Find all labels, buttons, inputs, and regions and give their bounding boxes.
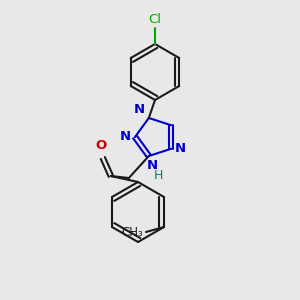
Text: N: N (134, 103, 145, 116)
Text: N: N (175, 142, 186, 155)
Text: Cl: Cl (148, 13, 161, 26)
Text: O: O (95, 139, 106, 152)
Text: CH₃: CH₃ (121, 226, 143, 238)
Text: N: N (147, 158, 158, 172)
Text: N: N (120, 130, 131, 143)
Text: H: H (154, 169, 163, 182)
